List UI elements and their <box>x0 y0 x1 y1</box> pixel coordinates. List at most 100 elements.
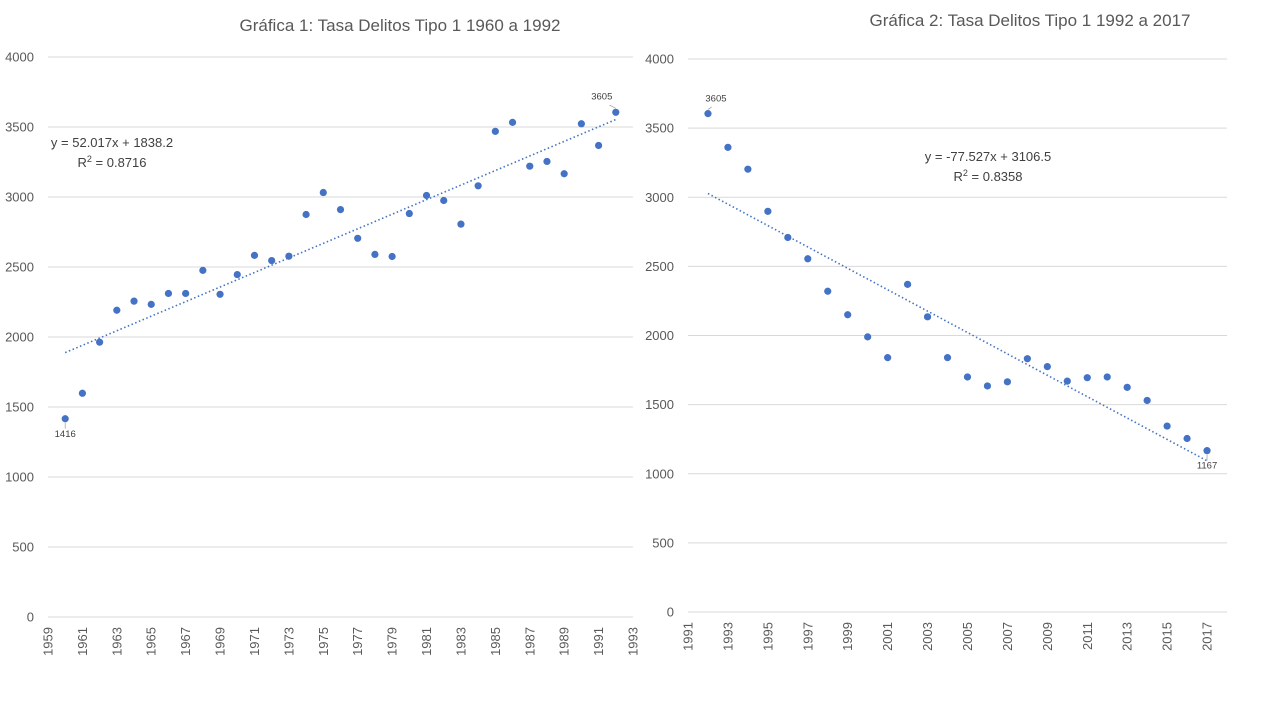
x-tick-label: 1987 <box>522 627 537 656</box>
chart-1-r-squared-prefix: R <box>78 155 87 170</box>
data-point <box>1003 378 1012 386</box>
data-point <box>371 250 379 258</box>
data-label: 3605 <box>591 91 612 102</box>
data-point <box>864 333 872 341</box>
data-point <box>1143 396 1151 405</box>
trendline <box>64 118 617 354</box>
x-tick-label: 2009 <box>1040 622 1055 651</box>
data-point <box>612 108 620 116</box>
y-tick-label: 3000 <box>645 190 674 205</box>
data-point <box>302 210 310 219</box>
data-point <box>1163 422 1171 430</box>
data-point <box>1103 373 1111 381</box>
x-tick-label: 1989 <box>557 627 572 656</box>
x-tick-label: 1967 <box>178 627 193 656</box>
x-tick-label: 1993 <box>720 622 735 651</box>
y-tick-label: 2500 <box>5 260 34 275</box>
data-label: 1167 <box>1197 461 1217 472</box>
data-point <box>285 252 293 260</box>
data-point <box>983 382 992 390</box>
y-tick-label: 4000 <box>5 50 34 65</box>
x-tick-label: 1977 <box>350 627 365 656</box>
y-tick-label: 4000 <box>645 52 674 67</box>
x-tick-label: 1991 <box>681 622 696 651</box>
data-point <box>764 207 772 215</box>
data-point <box>1203 447 1211 455</box>
y-tick-label: 2000 <box>645 328 674 343</box>
chart-2: Gráfica 2: Tasa Delitos Tipo 1 1992 a 20… <box>645 11 1227 651</box>
x-tick-label: 1963 <box>109 627 124 656</box>
data-point <box>508 118 517 126</box>
chart-1-title: Gráfica 1: Tasa Delitos Tipo 1 1960 a 19… <box>240 16 561 35</box>
data-point <box>96 338 104 346</box>
x-tick-label: 2007 <box>1000 622 1015 651</box>
data-label: 3605 <box>705 94 726 105</box>
x-tick-label: 1993 <box>626 627 641 656</box>
x-tick-label: 2017 <box>1200 622 1215 651</box>
x-tick-label: 1997 <box>800 622 815 651</box>
data-point <box>199 266 207 274</box>
x-tick-label: 1991 <box>591 627 606 656</box>
data-point <box>526 162 534 170</box>
data-point <box>354 234 362 242</box>
chart-2-r-squared-prefix: R <box>954 169 963 184</box>
chart-2-r-squared: R2 = 0.8358 <box>954 168 1023 184</box>
data-point <box>250 251 259 259</box>
x-tick-label: 2003 <box>920 622 935 651</box>
chart-1-r-squared-sup: 2 <box>87 154 92 164</box>
data-point <box>474 182 482 190</box>
y-tick-label: 0 <box>667 605 674 620</box>
x-tick-label: 2013 <box>1120 622 1135 651</box>
data-point <box>824 287 832 295</box>
data-point <box>1063 377 1071 385</box>
data-point <box>182 289 190 298</box>
y-tick-label: 3500 <box>645 121 674 136</box>
data-point <box>543 157 551 166</box>
chart-1-trendline-equation: y = 52.017x + 1838.2 <box>51 135 173 150</box>
chart-2-r-squared-sup: 2 <box>963 168 968 178</box>
data-point <box>577 120 585 128</box>
data-point <box>943 354 952 362</box>
data-point <box>78 389 87 397</box>
x-tick-label: 1981 <box>419 627 434 656</box>
data-point <box>594 141 603 150</box>
y-tick-label: 1000 <box>5 470 34 485</box>
chart-1-r-squared: R2 = 0.8716 <box>78 154 147 170</box>
data-point <box>61 415 69 423</box>
x-tick-label: 1961 <box>75 627 90 656</box>
data-point <box>233 270 241 279</box>
data-point <box>405 209 413 218</box>
x-tick-label: 1969 <box>213 627 228 656</box>
data-point <box>319 188 327 197</box>
x-tick-label: 1971 <box>247 627 262 656</box>
x-tick-label: 1995 <box>760 622 775 651</box>
data-point <box>1123 383 1131 391</box>
data-label: 1416 <box>55 429 76 440</box>
data-point <box>336 206 345 214</box>
y-tick-label: 3000 <box>5 190 34 205</box>
y-tick-label: 500 <box>652 535 674 550</box>
data-point <box>724 143 732 151</box>
data-point <box>560 170 568 178</box>
chart-1-r-squared-value: = 0.8716 <box>92 155 147 170</box>
data-point <box>130 297 138 305</box>
data-point <box>1083 374 1091 382</box>
data-point <box>491 127 499 135</box>
x-tick-label: 2001 <box>880 622 895 651</box>
x-tick-label: 1965 <box>144 627 159 656</box>
data-point <box>268 256 276 265</box>
x-tick-label: 1959 <box>41 627 56 656</box>
x-tick-label: 1999 <box>840 622 855 651</box>
x-tick-label: 2005 <box>960 622 975 651</box>
chart-1: Gráfica 1: Tasa Delitos Tipo 1 1960 a 19… <box>5 16 640 656</box>
x-tick-label: 1985 <box>488 627 503 656</box>
y-tick-label: 2500 <box>645 259 674 274</box>
y-tick-label: 500 <box>12 540 34 555</box>
y-tick-label: 1000 <box>645 466 674 481</box>
x-tick-label: 1975 <box>316 627 331 656</box>
chart-2-title: Gráfica 2: Tasa Delitos Tipo 1 1992 a 20… <box>870 11 1191 30</box>
y-tick-label: 2000 <box>5 330 34 345</box>
data-point <box>884 354 892 362</box>
data-point <box>963 373 972 381</box>
